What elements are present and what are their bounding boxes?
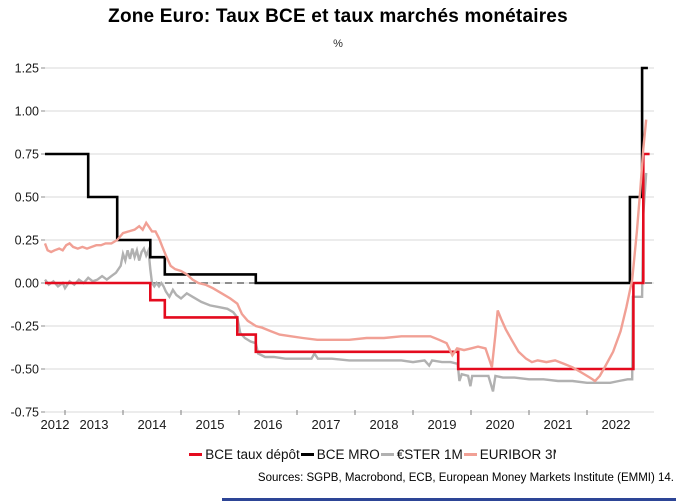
- svg-text:0.50: 0.50: [15, 191, 39, 205]
- legend-marker-red-line: [189, 453, 203, 456]
- svg-text:1.00: 1.00: [15, 105, 39, 119]
- chart-title: Zone Euro: Taux BCE et taux marchés moné…: [108, 6, 568, 27]
- legend-marker-pink-line: [463, 453, 477, 456]
- svg-text:2016: 2016: [254, 417, 283, 432]
- series-line-bce-taux-d-p-t: [45, 152, 650, 371]
- svg-text:2021: 2021: [544, 417, 573, 432]
- x-axis-ticks: [64, 410, 588, 415]
- svg-text:0.75: 0.75: [15, 148, 39, 162]
- legend-item-bce-mro: BCE MRO: [300, 447, 380, 462]
- svg-text:-0.75: -0.75: [11, 406, 40, 420]
- svg-text:0.25: 0.25: [15, 234, 39, 248]
- sources-note: Sources: SGPB, Macrobond, ECB, European …: [257, 472, 674, 484]
- legend-marker-black-line: [300, 453, 314, 456]
- legend-item-ester-1m: €STER 1M: [380, 447, 463, 462]
- legend-item-label: EURIBOR 3M: [479, 447, 556, 462]
- legend-marker-gray-line: [380, 453, 394, 456]
- svg-text:2022: 2022: [602, 417, 631, 432]
- x-axis-labels: 2012 2013 2014 2015 2016 2017 2018 2019 2020 2021…: [41, 417, 631, 432]
- y-axis-labels: 1.25 1.00 0.75 0.50 0.25 0.00 -0.25 -0.50 -0.75: [11, 62, 40, 420]
- legend-item-bce-taux-depot: BCE taux dépôt: [189, 447, 300, 462]
- svg-text:2020: 2020: [486, 417, 515, 432]
- chart-unit-label: %: [333, 38, 343, 50]
- svg-text:2017: 2017: [312, 417, 341, 432]
- svg-text:2013: 2013: [80, 417, 109, 432]
- legend-item-euribor-3m: EURIBOR 3M: [463, 447, 556, 462]
- legend-item-label: €STER 1M: [396, 447, 463, 462]
- svg-text:0.00: 0.00: [15, 277, 39, 291]
- svg-text:2019: 2019: [428, 417, 457, 432]
- svg-text:-0.50: -0.50: [11, 363, 40, 377]
- svg-text:2018: 2018: [370, 417, 399, 432]
- footer-accent-bar: [222, 498, 676, 501]
- legend-item-label: BCE MRO: [316, 447, 380, 462]
- svg-text:2015: 2015: [196, 417, 225, 432]
- chart-plot-area: 1.251.000.750.500.250.00-0.25-0.50-0.752…: [11, 62, 654, 432]
- svg-text:-0.25: -0.25: [11, 320, 40, 334]
- svg-text:2014: 2014: [138, 417, 167, 432]
- legend-item-label: BCE taux dépôt: [205, 447, 300, 462]
- series-line-euribor-3m: [43, 119, 648, 383]
- svg-text:1.25: 1.25: [15, 62, 39, 76]
- legend: BCE taux dépôt BCE MRO €STER 1M EURIBOR …: [0, 447, 676, 462]
- series-line-bce-mro: [45, 66, 648, 285]
- svg-text:2012: 2012: [41, 417, 70, 432]
